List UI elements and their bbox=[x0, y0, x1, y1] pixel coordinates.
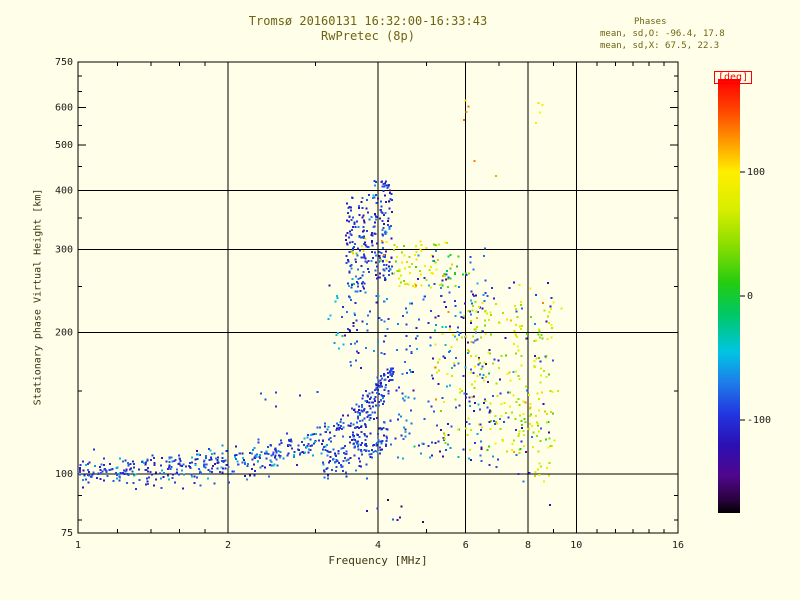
stats-header: Phases bbox=[634, 17, 667, 27]
colorbar-tick-label: 100 bbox=[747, 167, 765, 178]
title-block: Tromsø 20160131 16:32:00-16:33:43 RwPret… bbox=[249, 14, 487, 44]
x-tick-label: 10 bbox=[570, 540, 582, 551]
y-tick-label: 750 bbox=[55, 57, 73, 68]
data-points bbox=[79, 99, 563, 523]
y-tick-label: 100 bbox=[55, 469, 73, 480]
figure-title: Tromsø 20160131 16:32:00-16:33:43 bbox=[248, 14, 488, 28]
gridlines bbox=[78, 62, 678, 533]
colorbar-unit-label: [deg] bbox=[714, 71, 753, 84]
stats-x-mode: mean, sd,X: 67.5, 22.3 bbox=[600, 41, 720, 51]
y-tick-label: 75 bbox=[61, 528, 73, 539]
stats-o-mode: mean, sd,O: -96.4, 17.8 bbox=[600, 29, 725, 39]
x-tick-label: 8 bbox=[525, 540, 531, 551]
x-tick-label: 2 bbox=[225, 540, 231, 551]
colorbar-tick-label: -100 bbox=[747, 415, 771, 426]
y-tick-label: 600 bbox=[55, 103, 73, 114]
x-axis-label: Frequency [MHz] bbox=[328, 554, 428, 567]
y-axis-label: Stationary phase Virtual Height [km] bbox=[32, 188, 44, 406]
x-tick-label: 4 bbox=[375, 540, 381, 551]
phase-stats: Phases mean, sd,O: -96.4, 17.8 mean, sd,… bbox=[600, 16, 725, 52]
y-tick-label: 300 bbox=[55, 244, 73, 255]
y-tick-label: 200 bbox=[55, 327, 73, 338]
figure-subtitle: RwPretec (8p) bbox=[321, 29, 415, 43]
colorbar-tick-label: 0 bbox=[747, 291, 753, 302]
x-tick-label: 6 bbox=[463, 540, 469, 551]
axis-ticks bbox=[77, 61, 745, 534]
colorbar bbox=[718, 79, 740, 513]
x-tick-label: 1 bbox=[75, 540, 81, 551]
y-tick-label: 400 bbox=[55, 186, 73, 197]
y-tick-label: 500 bbox=[55, 140, 73, 151]
x-tick-label: 16 bbox=[672, 540, 684, 551]
